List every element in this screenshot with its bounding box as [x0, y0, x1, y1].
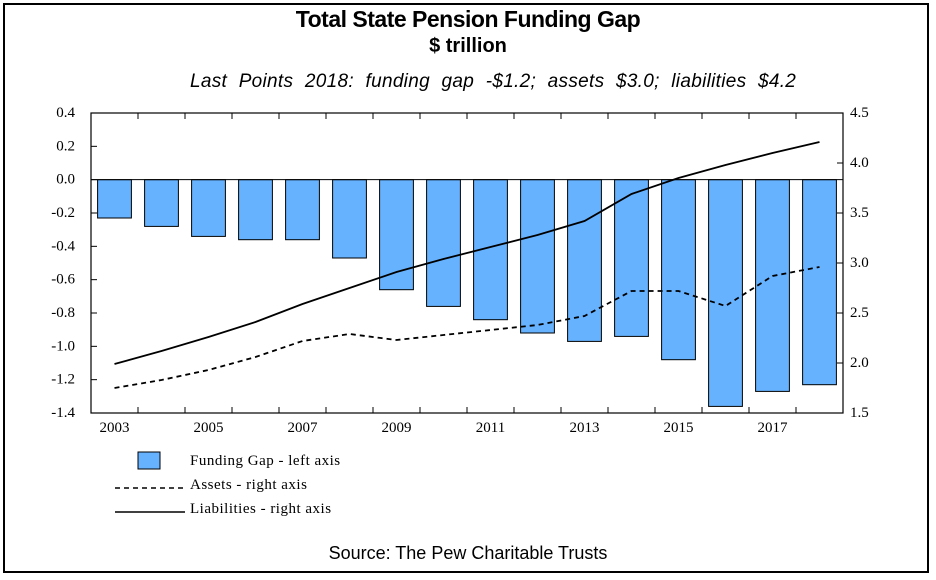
bar-2008 [332, 179, 367, 259]
bar-2018 [802, 179, 837, 386]
left-tick-label: -1.0 [51, 338, 75, 354]
bar-2012 [520, 179, 555, 334]
bar-2005 [191, 179, 226, 237]
right-tick-label: 1.5 [850, 405, 869, 421]
bar-2016 [708, 179, 743, 407]
x-tick-label: 2011 [476, 420, 505, 436]
chart-subtitle: $ trillion [429, 35, 507, 57]
left-tick-label: -0.2 [51, 205, 75, 221]
assets-line [114, 266, 820, 389]
left-tick-label: 0.4 [56, 105, 75, 121]
lines-layer [114, 141, 820, 389]
bar-2017 [755, 179, 790, 392]
bar-2006 [238, 179, 273, 241]
right-tick-label: 4.5 [850, 105, 869, 121]
chart-source: Source: The Pew Charitable Trusts [328, 543, 608, 563]
bar-2013 [567, 179, 602, 342]
right-tick-label: 3.0 [850, 255, 869, 271]
bar-2007 [285, 179, 320, 241]
chart-title: Total State Pension Funding Gap [295, 6, 641, 32]
left-tick-label: -1.2 [51, 372, 75, 388]
left-tick-label: -1.4 [51, 405, 75, 421]
chart-note: Last Points 2018: funding gap -$1.2; ass… [190, 71, 797, 92]
bars-layer [97, 179, 837, 407]
bar-2010 [426, 179, 461, 307]
right-tick-label: 3.5 [850, 205, 869, 221]
left-tick-label: -0.4 [51, 238, 75, 254]
x-tick-label: 2013 [570, 420, 600, 436]
x-tick-label: 2009 [382, 420, 412, 436]
legend-layer: Funding Gap - left axis Assets - right ax… [115, 451, 341, 517]
bar-2014 [614, 179, 649, 337]
left-tick-label: 0.0 [56, 172, 75, 188]
x-tick-label: 2007 [288, 420, 319, 436]
right-tick-label: 2.0 [850, 355, 869, 371]
liabilities-line [114, 141, 820, 365]
legend-swatch-funding-gap [137, 451, 161, 470]
x-tick-label: 2005 [194, 420, 224, 436]
x-tick-label: 2015 [664, 420, 694, 436]
right-tick-label: 4.0 [850, 155, 869, 171]
legend-label-liabilities: Liabilities - right axis [190, 501, 332, 517]
bar-2015 [661, 179, 696, 361]
left-tick-label: 0.2 [56, 138, 75, 154]
right-tick-label: 2.5 [850, 305, 869, 321]
legend-label-funding-gap: Funding Gap - left axis [190, 453, 341, 469]
bar-2004 [144, 179, 179, 227]
x-tick-label: 2017 [758, 420, 789, 436]
bar-2003 [97, 179, 132, 219]
legend-label-assets: Assets - right axis [190, 477, 307, 493]
bar-2009 [379, 179, 414, 291]
x-tick-label: 2003 [100, 420, 130, 436]
axes-layer: 0.4 0.2 0.0 -0.2 -0.4 -0.6 -0.8 -1.0 -1.2 -1.4 4.5… [51, 105, 869, 436]
left-tick-label: -0.8 [51, 305, 75, 321]
left-tick-label: -0.6 [51, 272, 75, 288]
